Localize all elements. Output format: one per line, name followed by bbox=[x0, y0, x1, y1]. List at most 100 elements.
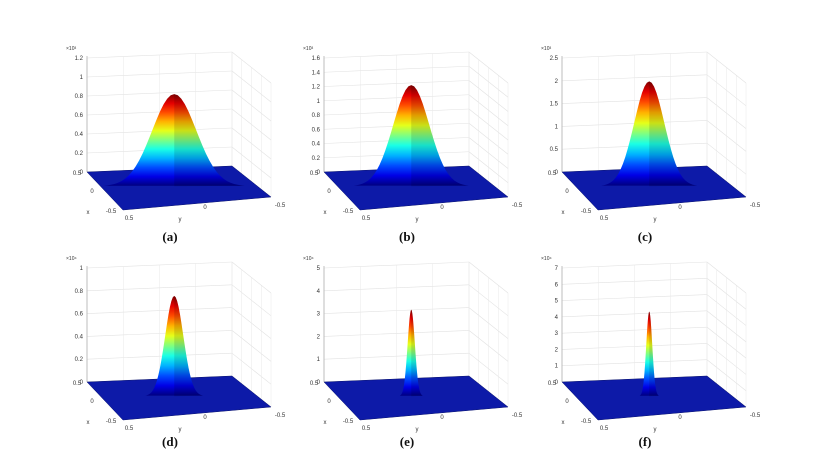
panel-label: (a) bbox=[162, 229, 177, 244]
y-tick-label: -0.5 bbox=[275, 413, 286, 419]
y-tick-labels: 0.5 0 -0.5 bbox=[600, 203, 761, 222]
peak-shading bbox=[174, 94, 245, 187]
z-tick-label: 1 bbox=[317, 357, 321, 363]
y-tick-labels: 0.5 0 -0.5 bbox=[362, 203, 523, 222]
panel-label: (c) bbox=[638, 229, 652, 244]
z-tick-label: 0 bbox=[80, 380, 84, 386]
z-tick-labels: 0 1 2 3 4 5 6 7 bbox=[555, 266, 559, 386]
z-tick-label: 4 bbox=[555, 315, 559, 321]
y-tick-label: 0 bbox=[203, 415, 207, 421]
z-tick-label: 1 bbox=[80, 266, 84, 272]
z-exponent-label: ×10³ bbox=[303, 46, 313, 52]
z-tick-label: 1.2 bbox=[312, 85, 321, 91]
y-tick-label: -0.5 bbox=[275, 203, 286, 209]
z-tick-label: 0.6 bbox=[312, 127, 321, 133]
y-tick-label: -0.5 bbox=[512, 413, 523, 419]
x-tick-label: -0.5 bbox=[581, 209, 592, 215]
x-tick-label: 0 bbox=[565, 189, 569, 195]
z-tick-label: 0.8 bbox=[312, 113, 321, 119]
z-tick-label: 0.6 bbox=[75, 312, 84, 318]
y-tick-label: -0.5 bbox=[750, 203, 761, 209]
panel-label: (d) bbox=[162, 434, 178, 449]
surface-peak bbox=[399, 309, 423, 397]
peak-shape bbox=[601, 81, 698, 186]
y-axis-label: y bbox=[416, 427, 419, 433]
x-tick-labels: 0.50-0.5 bbox=[310, 381, 354, 425]
z-tick-label: 0 bbox=[317, 380, 321, 386]
panel-label: (e) bbox=[400, 434, 414, 449]
peak-shading bbox=[649, 311, 659, 397]
x-tick-label: -0.5 bbox=[106, 209, 117, 215]
z-tick-label: 0 bbox=[80, 170, 84, 176]
surface-peak bbox=[353, 85, 469, 187]
surface-floor bbox=[561, 375, 747, 421]
z-tick-label: 6 bbox=[555, 282, 559, 288]
z-tick-label: 3 bbox=[317, 312, 321, 318]
y-axis-label: y bbox=[654, 427, 657, 433]
z-tick-label: 2 bbox=[317, 334, 321, 340]
y-tick-label: 0 bbox=[678, 415, 682, 421]
x-axis-label: x bbox=[324, 210, 327, 216]
surface-peak bbox=[639, 311, 659, 397]
z-tick-labels: 0 0.2 0.4 0.6 0.8 1 1.2 1.4 1.6 bbox=[312, 56, 321, 176]
x-tick-label: 0 bbox=[90, 399, 94, 405]
x-tick-label: -0.5 bbox=[343, 209, 354, 215]
y-axis-label: y bbox=[654, 217, 657, 223]
z-exponent-label: ×10³ bbox=[66, 46, 76, 52]
peak-shape bbox=[399, 309, 423, 396]
z-tick-labels: 0 0.2 0.4 0.6 0.8 1 bbox=[75, 266, 84, 386]
z-tick-label: 0.4 bbox=[75, 132, 84, 138]
y-tick-label: 0.5 bbox=[125, 426, 134, 432]
z-tick-label: 1.6 bbox=[312, 56, 321, 62]
x-axis-label: x bbox=[87, 210, 90, 216]
z-tick-label: 0.4 bbox=[75, 334, 84, 340]
y-tick-labels: 0.5 0 -0.5 bbox=[125, 203, 286, 222]
x-tick-label: 0 bbox=[327, 189, 331, 195]
z-tick-label: 1 bbox=[80, 75, 84, 81]
z-tick-label: 7 bbox=[555, 266, 559, 272]
y-tick-labels: 0.5 0 -0.5 bbox=[125, 413, 286, 432]
y-axis-label: y bbox=[416, 217, 419, 223]
x-axis-label: x bbox=[562, 210, 565, 216]
x-tick-label: 0 bbox=[327, 399, 331, 405]
x-tick-label: 0.5 bbox=[548, 381, 557, 387]
z-tick-labels: 0 1 2 3 4 5 bbox=[317, 266, 321, 386]
z-tick-label: 0.6 bbox=[75, 113, 84, 119]
z-tick-labels: 00.511.522.5 bbox=[550, 56, 559, 176]
x-tick-labels: 0.50-0.5 bbox=[73, 381, 117, 425]
peak-shape bbox=[639, 311, 659, 396]
y-tick-label: 0.5 bbox=[600, 426, 609, 432]
z-tick-label: 0.2 bbox=[75, 151, 84, 157]
x-tick-label: 0.5 bbox=[73, 171, 82, 177]
x-tick-label: -0.5 bbox=[106, 419, 117, 425]
y-tick-label: 0 bbox=[440, 205, 444, 211]
panel-2: 00.20.40.60.811.21.41.6×10³0.50-0.5x0.50… bbox=[303, 46, 523, 244]
z-tick-label: 1 bbox=[555, 124, 559, 130]
z-tick-label: 1 bbox=[317, 99, 321, 105]
peak-shape bbox=[353, 85, 469, 186]
z-tick-label: 0.2 bbox=[312, 156, 321, 162]
z-tick-label: 2.5 bbox=[550, 56, 559, 62]
z-tick-labels: 0 0.2 0.4 0.6 0.8 1 1.2 bbox=[75, 56, 84, 176]
z-tick-label: 1.2 bbox=[75, 56, 84, 62]
z-exponent-label: ×10³ bbox=[541, 46, 551, 52]
surface-peak bbox=[103, 94, 245, 187]
z-tick-label: 0.4 bbox=[312, 142, 321, 148]
y-axis-label: y bbox=[179, 427, 182, 433]
z-tick-label: 2 bbox=[555, 347, 559, 353]
peak-shading bbox=[174, 295, 204, 397]
z-exponent-label: ×10⁴ bbox=[303, 256, 314, 262]
z-exponent-label: ×10⁴ bbox=[66, 256, 77, 262]
z-tick-label: 1 bbox=[555, 364, 559, 370]
x-tick-labels: 0.5 0 -0.5 bbox=[548, 171, 592, 215]
x-tick-label: 0.5 bbox=[548, 171, 557, 177]
z-tick-label: 1.4 bbox=[312, 70, 321, 76]
peak-shape bbox=[145, 295, 204, 396]
y-tick-label: 0.5 bbox=[125, 216, 134, 222]
